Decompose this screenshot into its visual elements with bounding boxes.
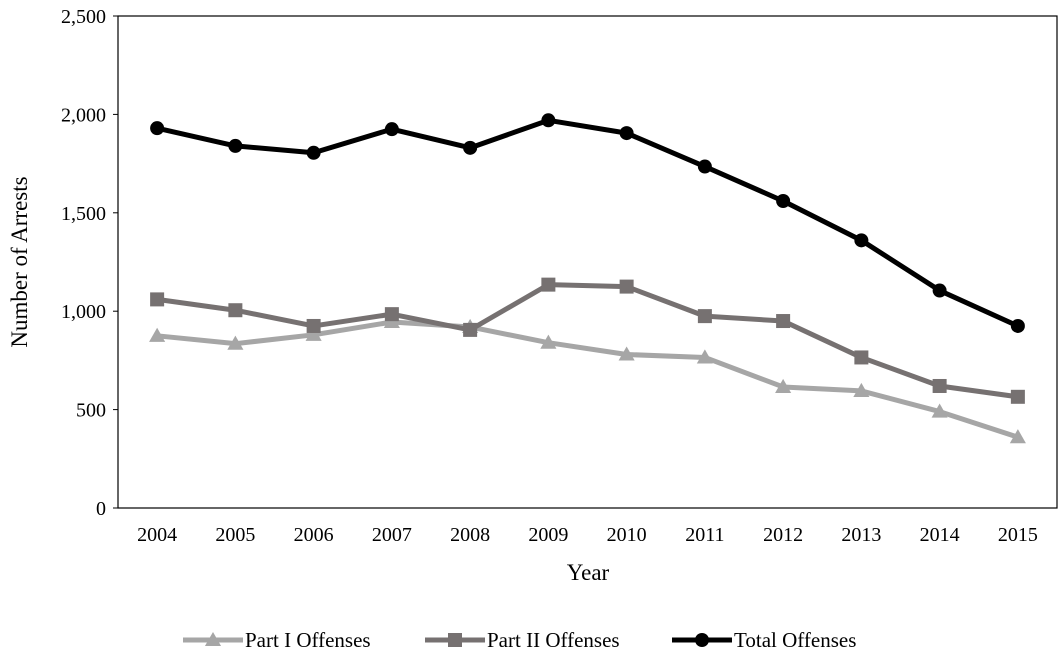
series-layer: [149, 113, 1026, 444]
y-tick-label: 1,500: [61, 203, 106, 225]
data-point: [463, 140, 478, 155]
data-point: [305, 326, 322, 341]
legend-item: Part I Offenses: [183, 628, 371, 652]
legend-item: Part II Offenses: [425, 628, 620, 652]
data-point: [228, 138, 243, 153]
x-tick-label: 2005: [215, 524, 255, 546]
data-point: [150, 292, 165, 307]
data-point: [384, 122, 399, 137]
data-point: [854, 233, 869, 248]
series-part-i-offenses: [149, 313, 1026, 444]
data-point: [149, 327, 166, 342]
data-point: [1009, 429, 1026, 444]
y-tick-label: 500: [76, 400, 106, 422]
y-tick-label: 0: [96, 498, 106, 520]
x-tick-label: 2010: [607, 524, 647, 546]
x-tick-label: 2006: [294, 524, 334, 546]
data-point: [1010, 389, 1025, 404]
series-line: [154, 282, 1021, 400]
data-point: [384, 307, 399, 322]
data-point: [697, 309, 712, 324]
data-point: [696, 349, 713, 364]
data-point: [306, 145, 321, 160]
legend-item: Total Offenses: [672, 628, 856, 652]
y-tick-label: 2,000: [61, 104, 106, 126]
data-point: [463, 322, 478, 337]
x-tick-label: 2015: [998, 524, 1038, 546]
x-tick-label: 2013: [841, 524, 881, 546]
data-point: [932, 283, 947, 298]
x-tick-label: 2009: [528, 524, 568, 546]
data-point: [1010, 318, 1025, 333]
data-point: [306, 318, 321, 333]
data-point: [776, 314, 791, 329]
x-tick-label: 2008: [450, 524, 490, 546]
data-point: [618, 346, 635, 361]
y-axis-title: Number of Arrests: [7, 176, 32, 347]
plot-area-frame: [117, 15, 1058, 509]
series-line: [154, 117, 1021, 329]
data-point: [150, 121, 165, 136]
data-point: [931, 403, 948, 418]
data-point: [853, 382, 870, 397]
series-part-ii-offenses: [150, 277, 1025, 404]
y-axis-ticks: 0 500 1,000 1,500 2,000 2,500: [61, 6, 118, 520]
legend-marker: [448, 633, 462, 647]
series-line: [154, 319, 1021, 440]
data-point: [541, 277, 556, 292]
legend-marker: [204, 631, 222, 647]
data-point: [776, 193, 791, 208]
data-point: [619, 126, 634, 141]
x-tick-label: 2011: [685, 524, 724, 546]
data-point: [227, 335, 244, 350]
legend: Part I Offenses Part II Offenses Total Off…: [183, 628, 856, 652]
series-total-offenses: [150, 113, 1025, 333]
x-tick-label: 2004: [137, 524, 177, 546]
data-point: [775, 378, 792, 394]
y-tick-label: 1,000: [61, 301, 106, 323]
legend-marker: [695, 633, 709, 647]
x-axis-ticks: 2004 2005 2006 2007 2008 2009 2010 2011 2012 2013…: [137, 524, 1038, 546]
x-tick-label: 2012: [763, 524, 803, 546]
data-point: [541, 113, 556, 128]
y-tick-label: 2,500: [61, 6, 106, 28]
legend-label: Total Offenses: [734, 628, 856, 652]
x-tick-label: 2014: [920, 524, 960, 546]
data-point: [228, 303, 243, 318]
legend-label: Part I Offenses: [245, 628, 371, 652]
x-axis-title: Year: [567, 560, 610, 585]
legend-label: Part II Offenses: [487, 628, 620, 652]
x-tick-label: 2007: [372, 524, 412, 546]
data-point: [619, 279, 634, 294]
data-point: [697, 159, 712, 174]
data-point: [540, 334, 557, 349]
data-point: [854, 350, 869, 365]
data-point: [932, 378, 947, 393]
